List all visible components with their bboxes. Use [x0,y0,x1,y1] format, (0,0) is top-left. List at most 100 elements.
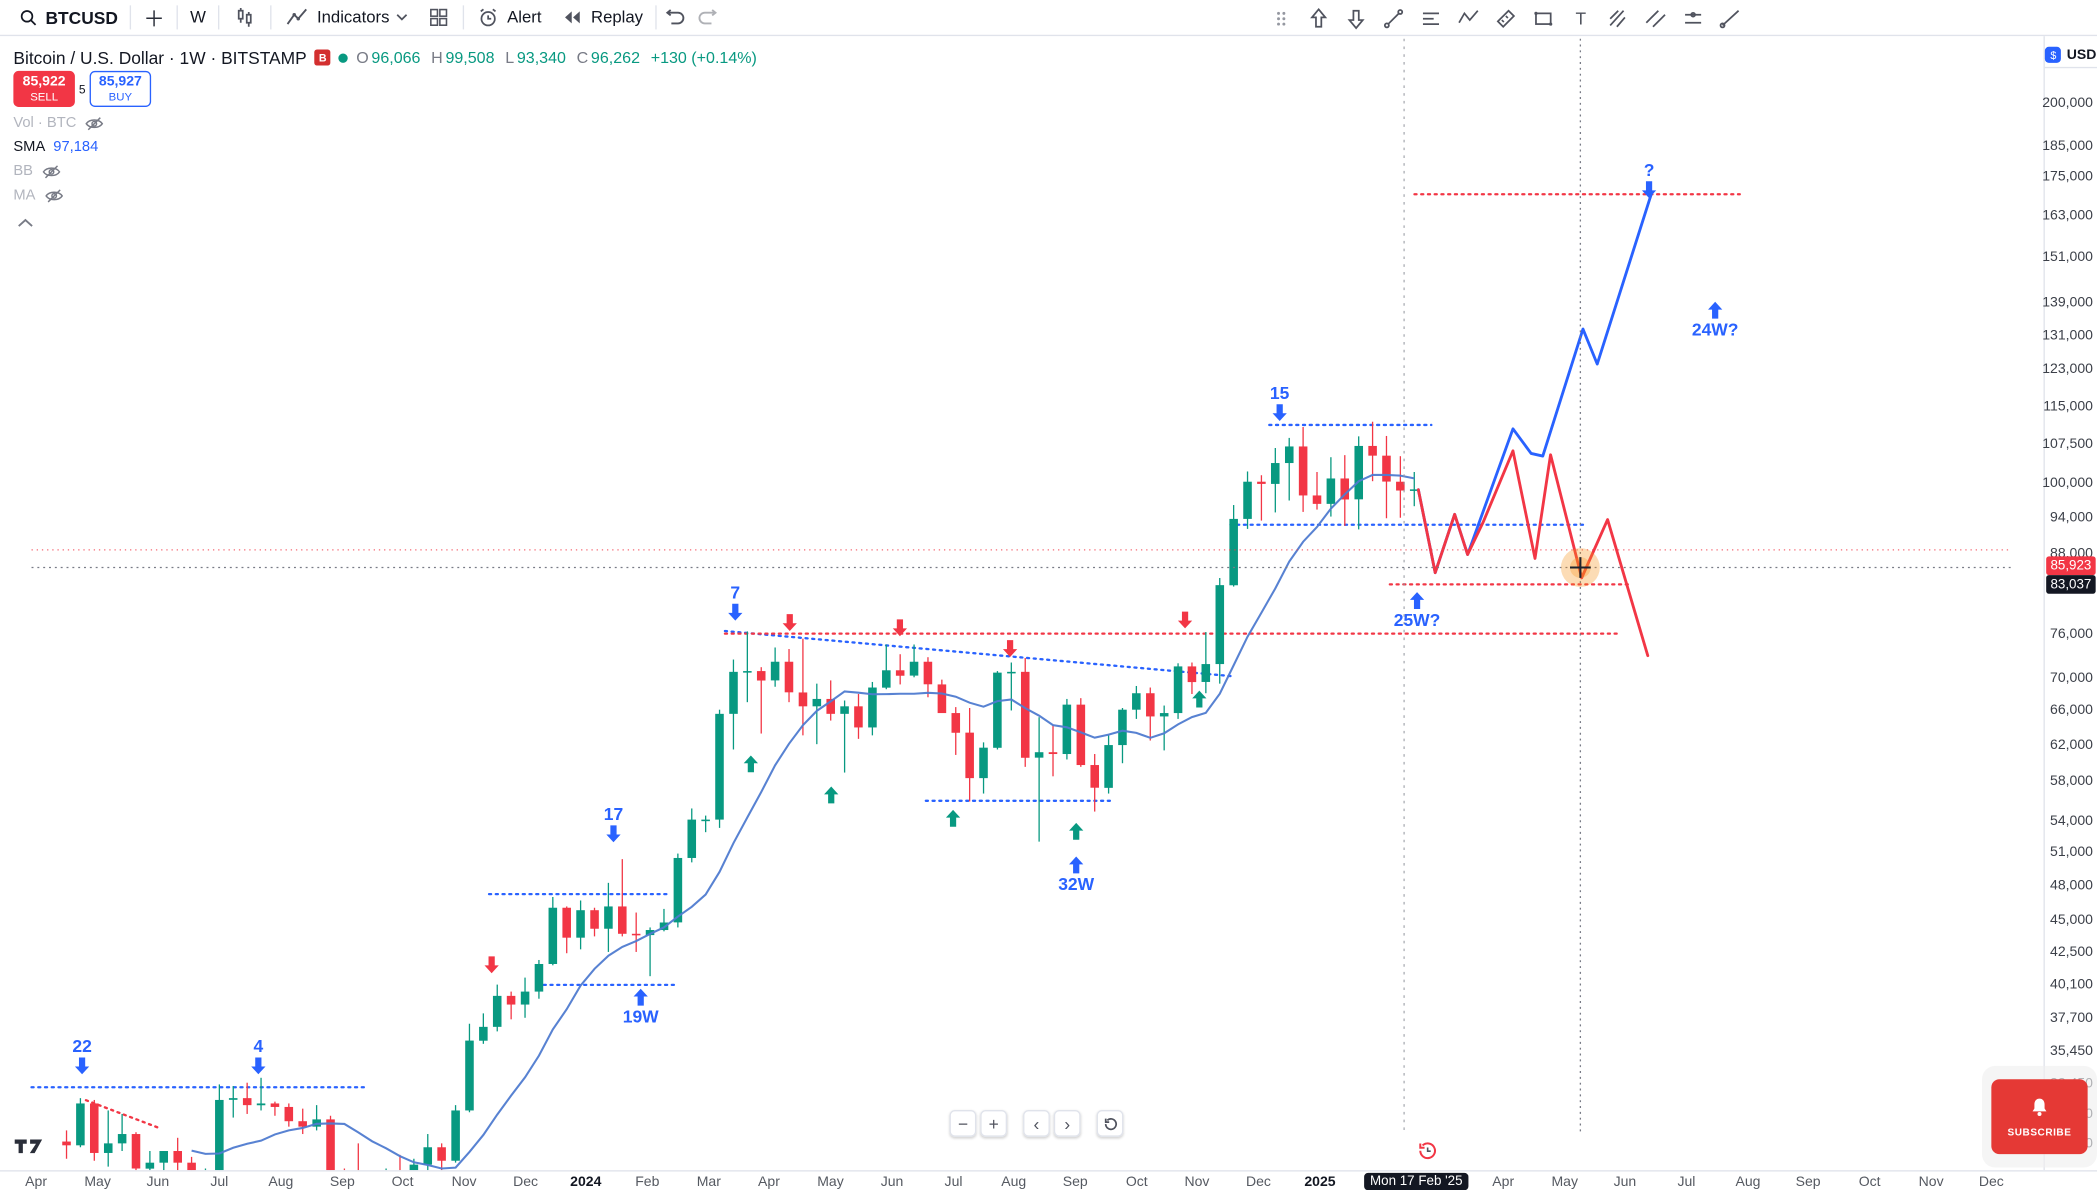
horizontal-lines-icon[interactable] [1677,2,1709,34]
eye-off-icon[interactable] [43,188,63,203]
interval-button[interactable]: W [181,0,216,35]
up-arrow-marker[interactable] [824,786,839,804]
zoom-in-button[interactable]: + [980,1110,1008,1137]
time-axis-label: Apr [1492,1174,1515,1190]
down-arrow-marker[interactable] [251,1057,266,1075]
bearish-projection[interactable] [1416,449,1650,658]
measure-tool-icon[interactable] [1490,2,1522,34]
undo-button[interactable] [659,1,691,33]
subscribe-button[interactable]: SUBSCRIBE [1991,1079,2088,1155]
fib-retracement-icon[interactable] [1415,2,1447,34]
study-ma[interactable]: MA [13,186,63,205]
annotation-week-label: 24W? [1692,320,1739,340]
layout-grid-button[interactable] [418,0,461,35]
annotation-number-label: 15 [1270,383,1290,403]
up-arrow-marker[interactable] [1409,592,1425,609]
up-arrow-marker[interactable] [633,988,648,1006]
time-axis-label: Sep [329,1174,355,1190]
up-arrow-marker[interactable] [945,809,961,827]
ray-line-icon[interactable] [1715,2,1747,34]
exchange-logo: B [314,49,331,66]
chart-type-button[interactable] [222,0,267,35]
price-axis-label: 151,000 [2042,248,2093,265]
down-arrow-marker[interactable] [484,956,499,974]
up-arrow-marker[interactable] [1192,690,1207,708]
trend-line-icon[interactable] [1377,2,1409,34]
up-arrow-marker[interactable] [743,755,758,773]
add-symbol-button[interactable]: ＋ [134,0,174,35]
price-axis-label: 40,100 [2050,976,2093,993]
price-axis-label: 123,000 [2042,361,2093,378]
text-tool-icon[interactable]: T [1565,2,1597,34]
price-axis-label: 66,000 [2050,702,2093,719]
indicators-button[interactable]: Indicators [274,0,417,35]
up-arrow-marker[interactable] [1069,822,1084,840]
tradingview-logo[interactable] [13,1135,45,1162]
low-label: L [505,48,515,67]
down-arrow-marker[interactable] [1641,181,1657,199]
reset-chart-button[interactable] [1096,1110,1124,1137]
eye-off-icon[interactable] [84,116,104,131]
study-bb[interactable]: BB [13,162,61,181]
down-arrow-marker[interactable] [1272,404,1287,422]
symbol-title[interactable]: Bitcoin / U.S. Dollar · 1W · BITSTAMP [13,47,307,68]
drag-handle-icon[interactable] [1265,2,1297,34]
zoom-out-button[interactable]: − [949,1110,977,1137]
down-arrow-marker[interactable] [74,1057,90,1075]
symbol-search-button[interactable]: BTCUSD [8,0,127,35]
arrow-marker-down-icon[interactable] [1340,2,1372,34]
eye-off-icon[interactable] [41,164,61,179]
arrow-markers: 22 4 17 7 15? 19W 32W 25W? 24W? [72,160,1739,1075]
down-arrow-marker[interactable] [782,614,797,632]
price-axis[interactable]: $ USD 200,000 185,000 175,000 163,000 151,00… [2042,36,2097,1171]
time-axis-label: Oct [1858,1174,1881,1190]
high-value: 99,508 [445,48,495,67]
down-arrow-marker[interactable] [1177,611,1193,629]
parallel-channel-icon[interactable] [1640,2,1672,34]
replay-label: Replay [590,8,644,27]
price-chart[interactable]: 22 4 17 7 15? 19W 32W 25W? 24W? [0,36,2044,1171]
up-arrow-marker[interactable] [1708,301,1723,319]
alert-button[interactable]: Alert [467,0,551,35]
buy-button[interactable]: 85,927 BUY [89,70,152,107]
pitchfork-icon[interactable] [1602,2,1634,34]
currency-row[interactable]: $ USD [2044,43,2097,69]
study-vol-btc[interactable]: Vol · BTC [13,114,104,133]
legend-collapse-button[interactable] [16,213,35,233]
replay-icon [560,5,584,29]
up-arrow-marker[interactable] [1069,856,1084,874]
replay-button[interactable]: Replay [551,0,653,35]
wave-pattern-icon[interactable] [1452,2,1484,34]
time-axis-label: Nov [1184,1174,1210,1190]
sma-line[interactable] [191,473,1415,1170]
time-axis[interactable]: Apr May Jun Jul Aug Sep Oct Nov Dec 2024 Feb Mar Apr… [0,1170,2097,1190]
time-axis-label: Mar [696,1174,721,1190]
time-axis-label: Nov [451,1174,477,1190]
scroll-right-button[interactable]: › [1053,1110,1081,1137]
annotation-number-label: 4 [253,1036,263,1056]
replay-history-icon[interactable] [1415,1138,1439,1169]
toolbar-separator [129,5,132,30]
down-arrow-marker[interactable] [892,619,908,637]
study-sma[interactable]: SMA 97,184 [13,139,99,156]
toolbar-separator [655,5,657,30]
price-axis-label: 139,000 [2042,294,2093,311]
projection-drawings [1416,191,1654,658]
time-axis-label: Aug [268,1174,294,1190]
symbol-header-row: Bitcoin / U.S. Dollar · 1W · BITSTAMP B … [13,47,756,68]
chart-nav-controls: − + ‹ › [949,1110,1124,1137]
rectangle-tool-icon[interactable] [1527,2,1559,34]
time-axis-label: Aug [1735,1174,1761,1190]
dotted-level-line[interactable] [723,629,1236,678]
arrow-marker-up-icon[interactable] [1303,2,1335,34]
time-axis-label: Dec [1978,1174,2004,1190]
svg-text:T: T [1575,8,1586,28]
annotation-number-label: ? [1644,160,1655,180]
down-arrow-marker[interactable] [606,825,621,843]
scroll-left-button[interactable]: ‹ [1023,1110,1050,1137]
down-arrow-marker[interactable] [728,603,743,621]
down-arrow-marker[interactable] [1002,640,1018,657]
redo-button[interactable] [691,1,723,33]
sell-button[interactable]: 85,922 SELL [13,70,75,107]
